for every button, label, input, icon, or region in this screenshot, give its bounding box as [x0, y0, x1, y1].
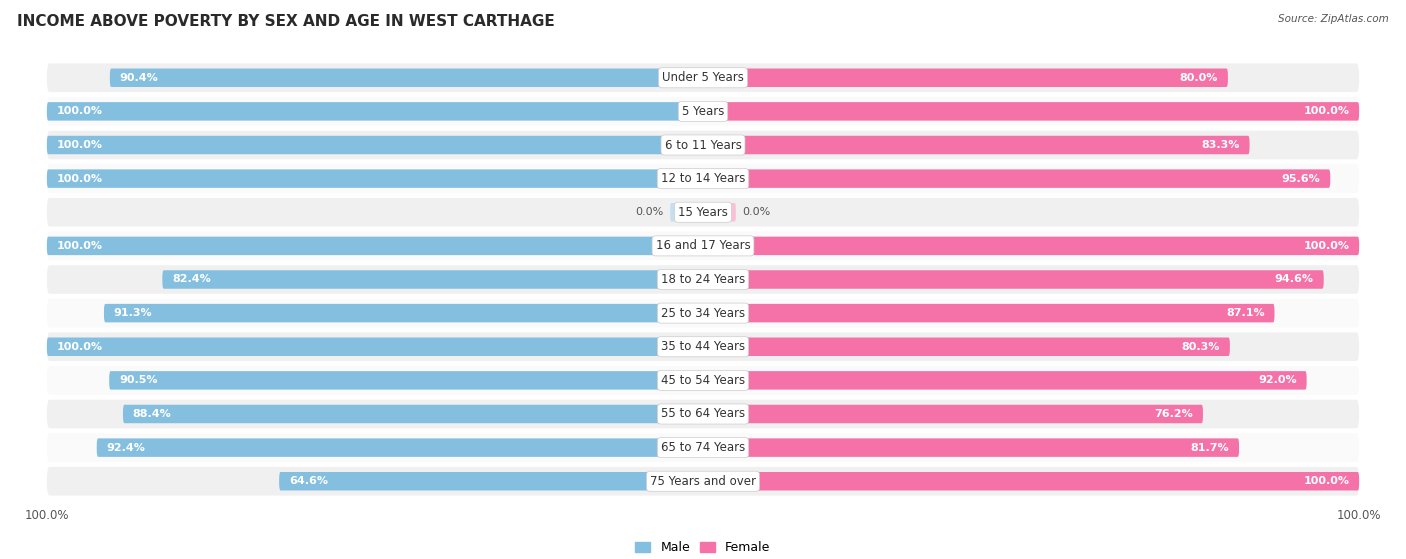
FancyBboxPatch shape: [703, 270, 1323, 289]
Text: 45 to 54 Years: 45 to 54 Years: [661, 374, 745, 387]
Text: 12 to 14 Years: 12 to 14 Years: [661, 172, 745, 185]
FancyBboxPatch shape: [46, 164, 1360, 193]
Text: 100.0%: 100.0%: [56, 140, 103, 150]
FancyBboxPatch shape: [703, 438, 1239, 457]
Text: 76.2%: 76.2%: [1154, 409, 1194, 419]
Text: 100.0%: 100.0%: [1303, 241, 1350, 251]
Text: 0.0%: 0.0%: [742, 207, 770, 217]
Text: 94.6%: 94.6%: [1275, 274, 1313, 285]
FancyBboxPatch shape: [46, 333, 1360, 361]
Text: Source: ZipAtlas.com: Source: ZipAtlas.com: [1278, 14, 1389, 24]
FancyBboxPatch shape: [46, 236, 703, 255]
Text: 65 to 74 Years: 65 to 74 Years: [661, 441, 745, 454]
FancyBboxPatch shape: [162, 270, 703, 289]
Text: 16 and 17 Years: 16 and 17 Years: [655, 239, 751, 252]
Text: 90.4%: 90.4%: [120, 73, 159, 83]
Text: 18 to 24 Years: 18 to 24 Years: [661, 273, 745, 286]
Text: 100.0%: 100.0%: [1303, 476, 1350, 486]
Text: 5 Years: 5 Years: [682, 105, 724, 118]
FancyBboxPatch shape: [671, 203, 703, 221]
Text: 95.6%: 95.6%: [1282, 174, 1320, 183]
FancyBboxPatch shape: [703, 304, 1274, 323]
FancyBboxPatch shape: [46, 102, 703, 121]
FancyBboxPatch shape: [97, 438, 703, 457]
Text: 100.0%: 100.0%: [56, 241, 103, 251]
FancyBboxPatch shape: [46, 231, 1360, 260]
Text: 88.4%: 88.4%: [132, 409, 172, 419]
FancyBboxPatch shape: [46, 265, 1360, 294]
Text: 80.3%: 80.3%: [1181, 342, 1220, 352]
Text: 80.0%: 80.0%: [1180, 73, 1218, 83]
FancyBboxPatch shape: [46, 400, 1360, 428]
FancyBboxPatch shape: [703, 472, 1360, 490]
FancyBboxPatch shape: [46, 131, 1360, 159]
FancyBboxPatch shape: [110, 371, 703, 390]
Text: 35 to 44 Years: 35 to 44 Years: [661, 340, 745, 353]
Text: 100.0%: 100.0%: [56, 174, 103, 183]
Text: INCOME ABOVE POVERTY BY SEX AND AGE IN WEST CARTHAGE: INCOME ABOVE POVERTY BY SEX AND AGE IN W…: [17, 14, 554, 29]
FancyBboxPatch shape: [46, 366, 1360, 395]
Text: 75 Years and over: 75 Years and over: [650, 475, 756, 488]
Text: 55 to 64 Years: 55 to 64 Years: [661, 408, 745, 420]
FancyBboxPatch shape: [110, 69, 703, 87]
Text: 100.0%: 100.0%: [1303, 106, 1350, 116]
FancyBboxPatch shape: [46, 433, 1360, 462]
FancyBboxPatch shape: [46, 64, 1360, 92]
Text: 64.6%: 64.6%: [290, 476, 328, 486]
Text: 6 to 11 Years: 6 to 11 Years: [665, 139, 741, 151]
FancyBboxPatch shape: [46, 467, 1360, 495]
FancyBboxPatch shape: [122, 405, 703, 423]
FancyBboxPatch shape: [280, 472, 703, 490]
FancyBboxPatch shape: [703, 405, 1204, 423]
Text: 81.7%: 81.7%: [1191, 443, 1229, 453]
Text: 83.3%: 83.3%: [1201, 140, 1240, 150]
Text: 25 to 34 Years: 25 to 34 Years: [661, 307, 745, 320]
FancyBboxPatch shape: [703, 69, 1227, 87]
Text: 87.1%: 87.1%: [1226, 308, 1264, 318]
Text: 82.4%: 82.4%: [172, 274, 211, 285]
FancyBboxPatch shape: [703, 338, 1230, 356]
FancyBboxPatch shape: [46, 299, 1360, 328]
Text: Under 5 Years: Under 5 Years: [662, 71, 744, 84]
FancyBboxPatch shape: [703, 102, 1360, 121]
Text: 0.0%: 0.0%: [636, 207, 664, 217]
FancyBboxPatch shape: [46, 338, 703, 356]
FancyBboxPatch shape: [703, 136, 1250, 154]
FancyBboxPatch shape: [703, 371, 1306, 390]
FancyBboxPatch shape: [703, 236, 1360, 255]
Text: 91.3%: 91.3%: [114, 308, 152, 318]
Text: 90.5%: 90.5%: [120, 376, 157, 385]
FancyBboxPatch shape: [104, 304, 703, 323]
Text: 92.0%: 92.0%: [1258, 376, 1296, 385]
FancyBboxPatch shape: [703, 203, 735, 221]
FancyBboxPatch shape: [46, 97, 1360, 126]
Legend: Male, Female: Male, Female: [630, 537, 776, 559]
Text: 100.0%: 100.0%: [56, 106, 103, 116]
FancyBboxPatch shape: [46, 169, 703, 188]
FancyBboxPatch shape: [703, 169, 1330, 188]
Text: 100.0%: 100.0%: [56, 342, 103, 352]
FancyBboxPatch shape: [46, 136, 703, 154]
Text: 15 Years: 15 Years: [678, 206, 728, 219]
Text: 92.4%: 92.4%: [107, 443, 145, 453]
FancyBboxPatch shape: [46, 198, 1360, 226]
